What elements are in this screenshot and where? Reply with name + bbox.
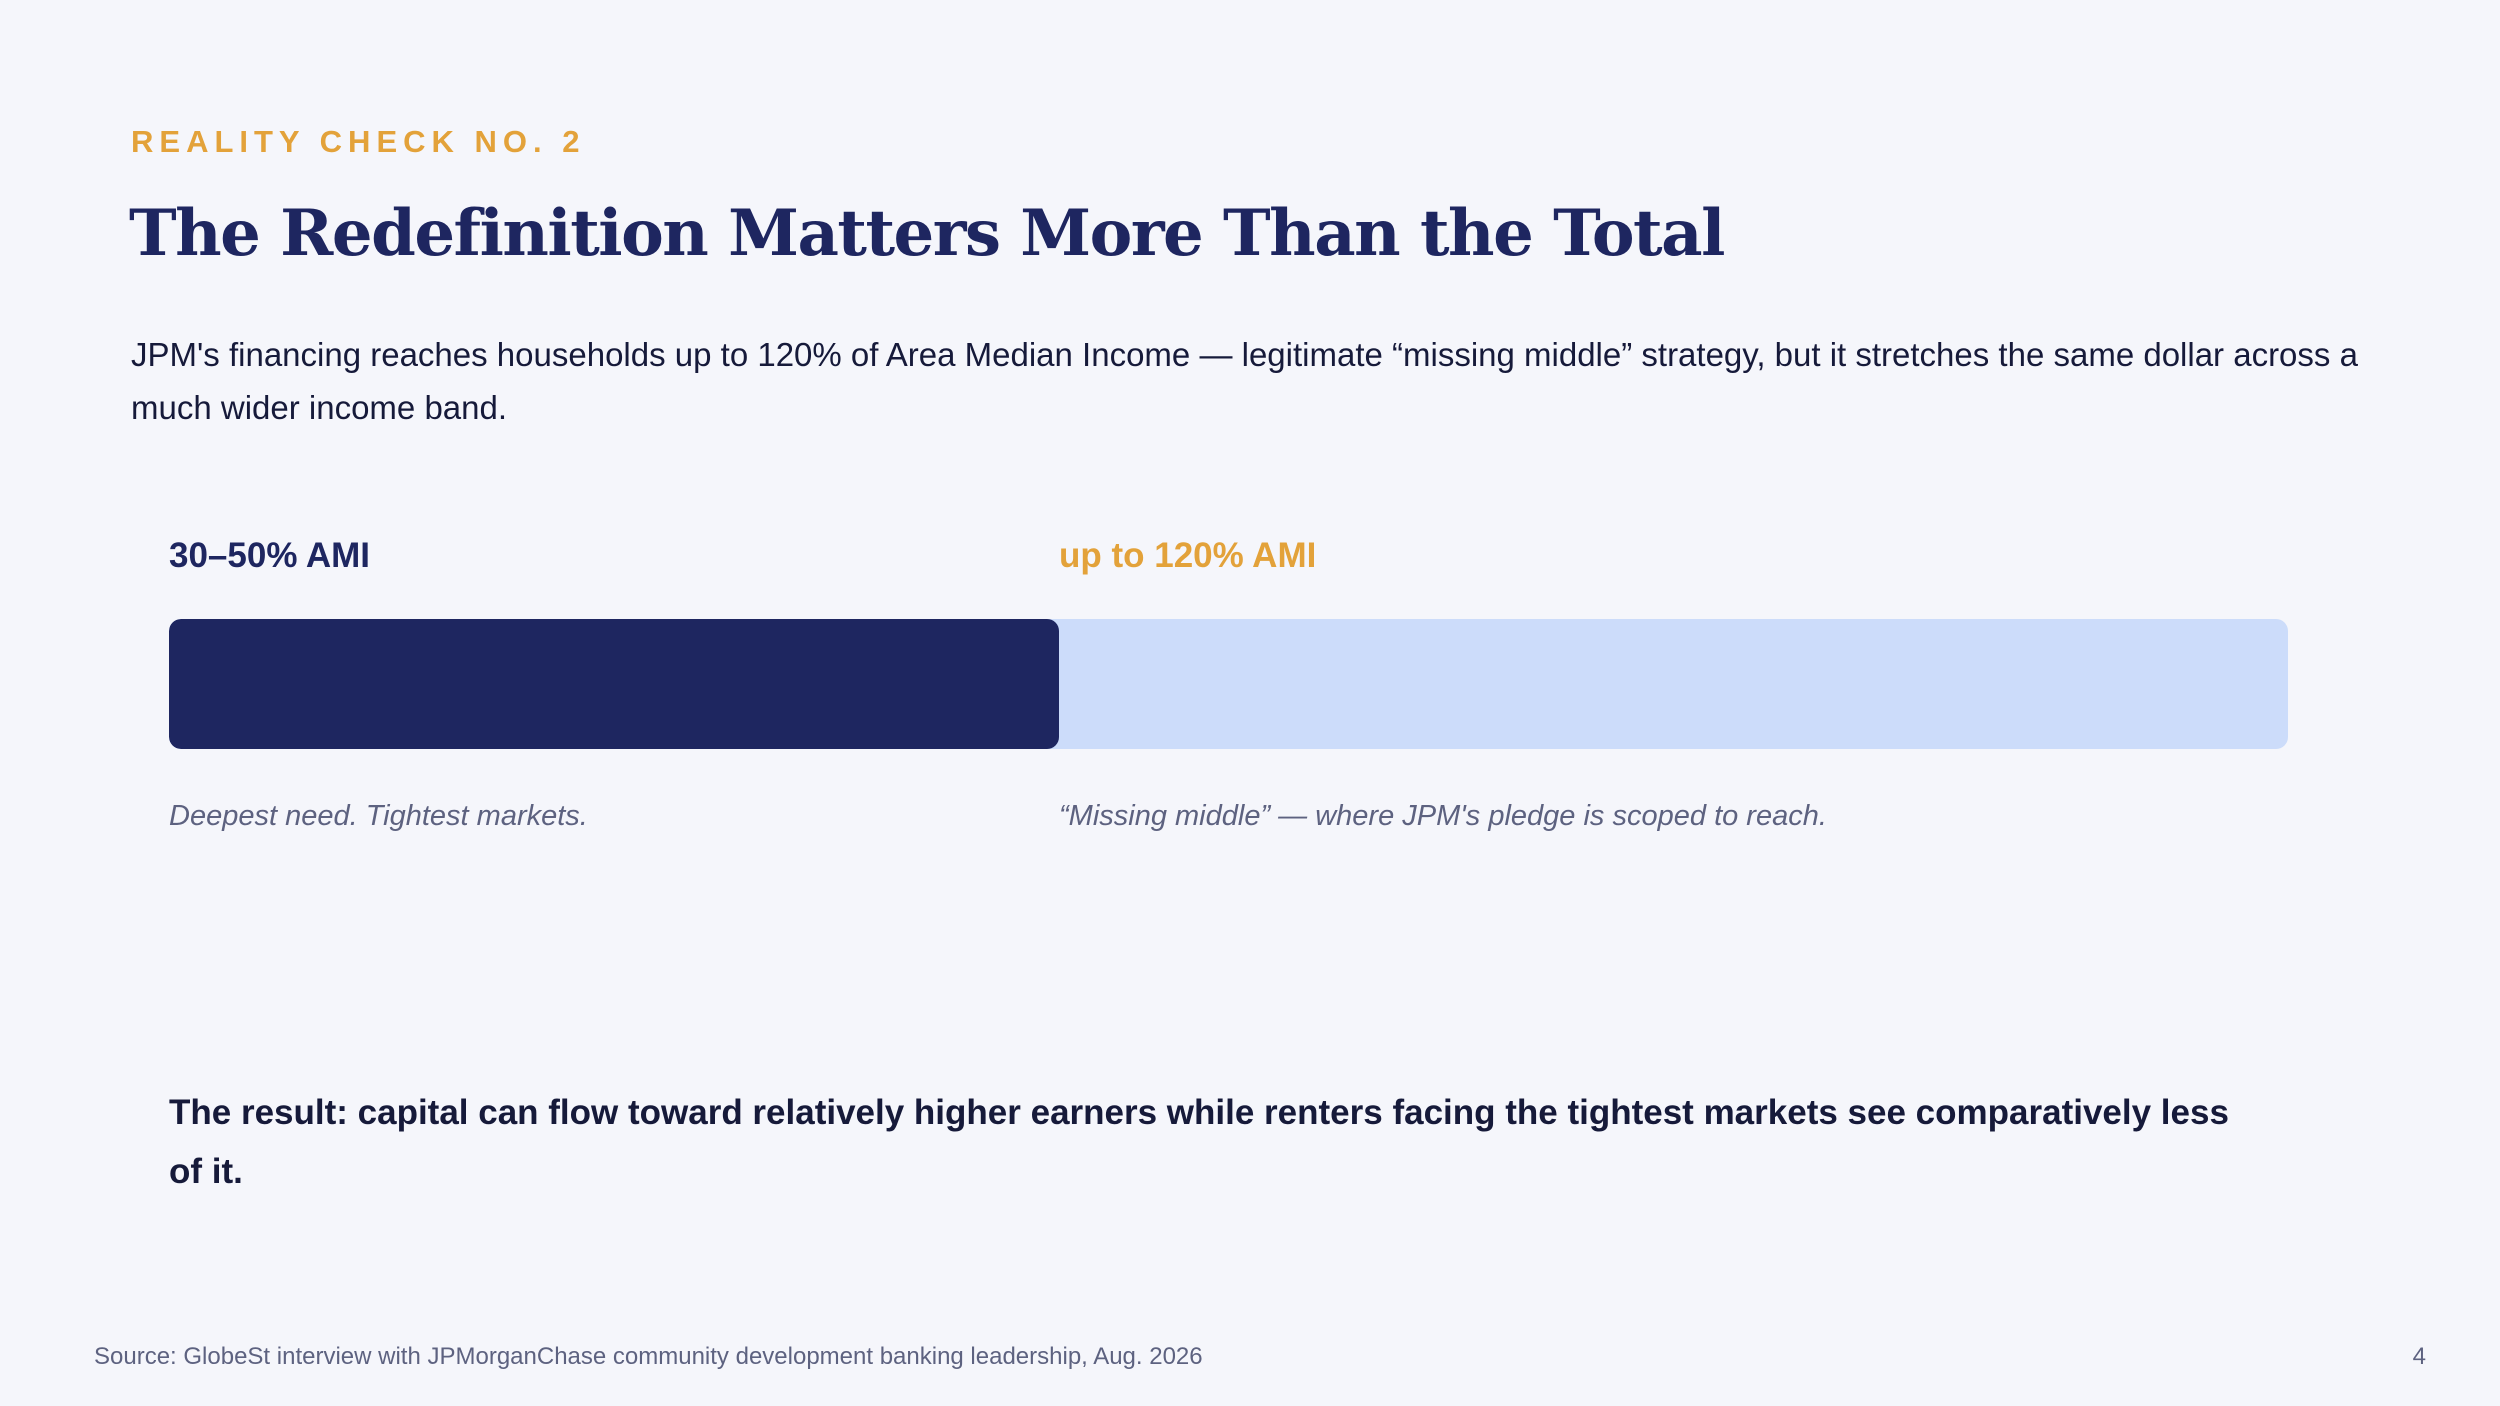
source-note: Source: GlobeSt interview with JPMorganC…: [94, 1343, 1203, 1370]
deep-band-caption: Deepest need. Tightest markets.: [169, 800, 588, 832]
intro-paragraph: JPM's financing reaches households up to…: [131, 336, 2358, 426]
page-number: 4: [2412, 1343, 2426, 1370]
deep-band-label: 30–50% AMI: [169, 536, 371, 575]
result-statement: The result: capital can flow toward rela…: [169, 1093, 2229, 1191]
expanded-band-label: up to 120% AMI: [1059, 536, 1317, 575]
deep-band-fill: [169, 619, 1059, 749]
slide-title: The Redefinition Matters More Than the T…: [129, 196, 1725, 271]
expanded-band-caption: “Missing middle” — where JPM's pledge is…: [1059, 800, 1827, 832]
eyebrow-label: REALITY CHECK NO. 2: [131, 124, 586, 159]
income-band-bar: [169, 619, 2288, 749]
